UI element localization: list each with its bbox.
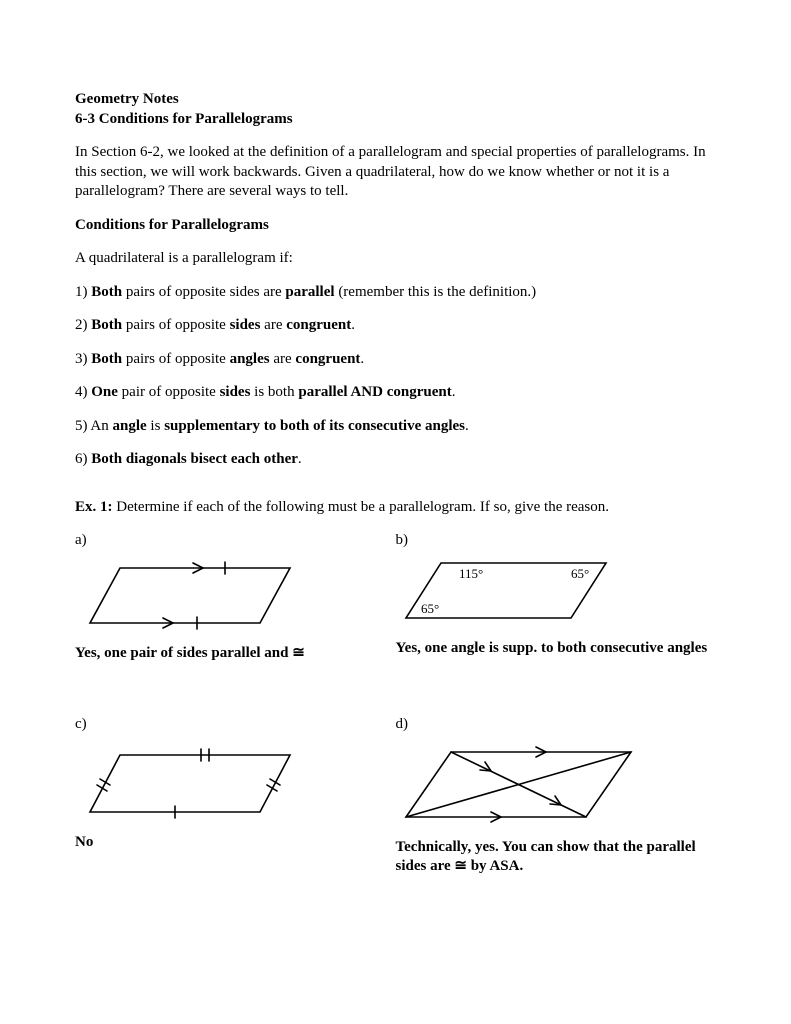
parallelogram-a-figure [75,553,305,638]
example-c-answer: No [75,833,396,853]
example-d-answer: Technically, yes. You can show that the … [396,838,717,877]
condition-5: 5) An angle is supplementary to both of … [75,417,716,437]
example-a: a) Yes, one pair of sides parallel and ≅ [75,531,396,677]
header-line2: 6-3 Conditions for Parallelograms [75,110,716,130]
example-a-answer: Yes, one pair of sides parallel and ≅ [75,644,396,664]
svg-text:65°: 65° [571,566,589,581]
svg-text:115°: 115° [459,566,483,581]
example-c: c) No [75,715,396,866]
parallelogram-d-figure [396,737,646,832]
example-b: b) 115° 65° 65° Yes, one angle is supp. … [396,531,717,672]
intro-paragraph: In Section 6-2, we looked at the definit… [75,143,716,202]
example-b-label: b) [396,531,717,551]
header-line1: Geometry Notes [75,90,716,110]
example-row-1: a) Yes, one pair of sides parallel and ≅… [75,531,716,677]
page: Geometry Notes 6-3 Conditions for Parall… [0,0,791,1024]
condition-4: 4) One pair of opposite sides is both pa… [75,383,716,403]
condition-2: 2) Both pairs of opposite sides are cong… [75,316,716,336]
example-c-label: c) [75,715,396,735]
conditions-lead: A quadrilateral is a parallelogram if: [75,249,716,269]
conditions-title: Conditions for Parallelograms [75,216,716,236]
example-row-2: c) No d) [75,715,716,891]
condition-1: 1) Both pairs of opposite sides are para… [75,283,716,303]
example-d-label: d) [396,715,717,735]
example-a-label: a) [75,531,396,551]
condition-6: 6) Both diagonals bisect each other. [75,450,716,470]
parallelogram-b-figure: 115° 65° 65° [396,553,616,633]
example-1-prompt: Ex. 1: Determine if each of the followin… [75,498,716,518]
example-b-answer: Yes, one angle is supp. to both consecut… [396,639,717,659]
condition-3: 3) Both pairs of opposite angles are con… [75,350,716,370]
example-d: d) Technically, yes. You can show that t [396,715,717,891]
parallelogram-c-figure [75,737,305,827]
svg-text:65°: 65° [421,601,439,616]
